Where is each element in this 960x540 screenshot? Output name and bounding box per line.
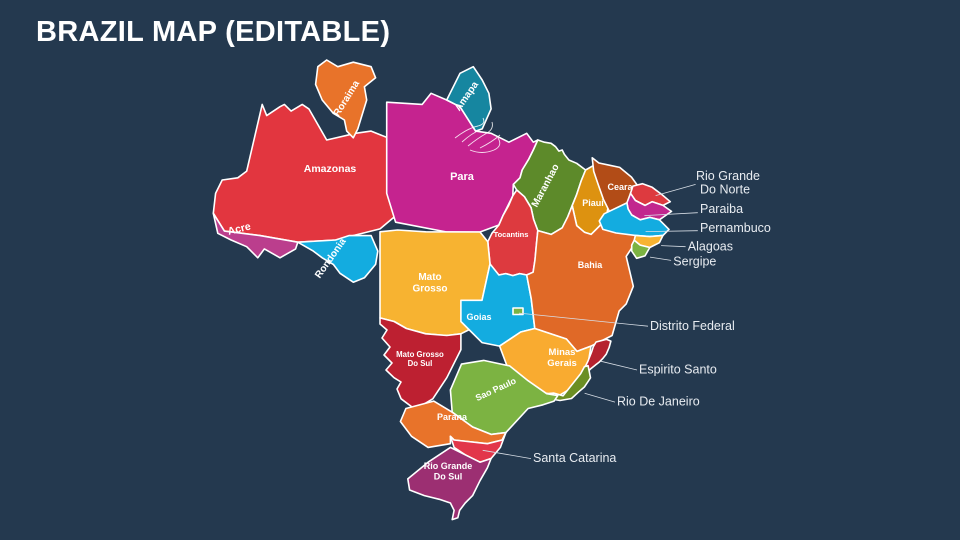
- svg-text:Rio De Janeiro: Rio De Janeiro: [617, 395, 700, 409]
- svg-text:Amazonas: Amazonas: [304, 163, 357, 175]
- svg-text:Do Norte: Do Norte: [700, 183, 750, 197]
- svg-text:Espirito Santo: Espirito Santo: [639, 363, 717, 377]
- svg-text:Parana: Parana: [437, 412, 468, 422]
- svg-text:Rio Grande: Rio Grande: [696, 169, 760, 183]
- svg-text:Santa Catarina: Santa Catarina: [533, 451, 616, 465]
- svg-text:Paraiba: Paraiba: [700, 202, 743, 216]
- svg-text:Distrito Federal: Distrito Federal: [650, 319, 735, 333]
- svg-text:Goias: Goias: [466, 312, 491, 322]
- svg-text:Tocantins: Tocantins: [494, 230, 529, 239]
- svg-text:Ceara: Ceara: [607, 182, 633, 192]
- svg-text:Bahia: Bahia: [578, 260, 604, 270]
- svg-text:Piaui: Piaui: [582, 198, 604, 208]
- svg-text:Alagoas: Alagoas: [688, 240, 733, 254]
- svg-text:Sergipe: Sergipe: [673, 255, 716, 269]
- svg-text:Pernambuco: Pernambuco: [700, 221, 771, 235]
- svg-text:Para: Para: [450, 171, 475, 183]
